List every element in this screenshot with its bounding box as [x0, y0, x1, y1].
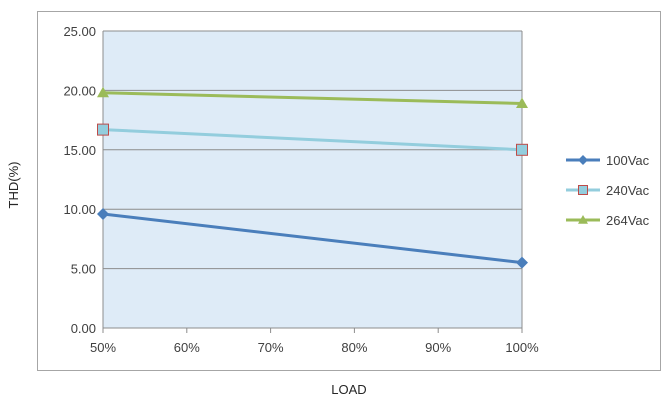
series-line-100vac	[102, 212, 523, 265]
x-tick-label: 90%	[425, 340, 451, 355]
x-axis-title: LOAD	[331, 382, 366, 397]
data-point-100vac	[516, 256, 528, 269]
data-point-264vac	[97, 86, 109, 98]
series-line-240vac	[102, 128, 523, 152]
y-tick-label: 15.00	[63, 143, 96, 158]
y-axis-title: THD(%)	[6, 162, 21, 209]
plot-area	[103, 31, 522, 328]
data-point-240vac	[516, 143, 528, 156]
x-tick-label: 80%	[341, 340, 367, 355]
x-tick-label: 50%	[90, 340, 116, 355]
y-tick-label: 25.00	[63, 24, 96, 39]
x-axis-ticks: 50% 60% 70% 80% 90% 100%	[90, 328, 539, 355]
x-tick-label: 60%	[174, 340, 200, 355]
y-tick-label: 20.00	[63, 83, 96, 98]
legend-label-100vac: 100Vac	[606, 153, 650, 168]
legend-marker-240vac	[578, 185, 588, 195]
y-tick-label: 0.00	[71, 321, 96, 336]
y-tick-label: 5.00	[71, 262, 96, 277]
legend-label-264vac: 264Vac	[606, 213, 650, 228]
series-layer	[97, 86, 528, 269]
data-point-240vac	[97, 123, 109, 136]
x-tick-label: 70%	[258, 340, 284, 355]
x-tick-label: 100%	[505, 340, 539, 355]
data-point-100vac	[97, 207, 109, 220]
legend-marker-264vac	[578, 215, 588, 224]
series-line-264vac	[102, 91, 523, 105]
legend-label-240vac: 240Vac	[606, 183, 650, 198]
legend-marker-100vac	[578, 155, 588, 165]
y-axis-ticks: 0.00 5.00 10.00 15.00 20.00 25.00	[63, 24, 96, 336]
legend: 100Vac 240Vac 264Vac	[566, 153, 650, 228]
data-point-264vac	[516, 97, 528, 108]
gridlines	[102, 30, 523, 329]
y-tick-label: 10.00	[63, 202, 96, 217]
